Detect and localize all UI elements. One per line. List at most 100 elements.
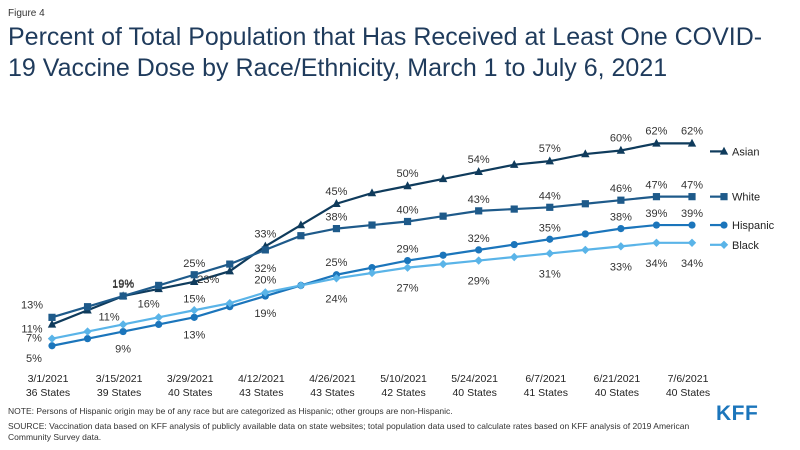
marker-hispanic-4 [190, 313, 198, 321]
data-label-black-12: 29% [468, 276, 490, 288]
marker-black-4 [190, 306, 199, 315]
data-label-white-17: 47% [645, 180, 667, 192]
marker-asian-18 [687, 138, 697, 147]
marker-white-11 [439, 212, 447, 220]
marker-asian-10 [403, 181, 412, 190]
x-tick-states-0: 36 States [26, 387, 70, 399]
data-label-white-10: 40% [397, 205, 419, 217]
marker-white-14 [546, 203, 554, 211]
marker-asian-0 [47, 319, 57, 328]
marker-black-1 [83, 327, 92, 336]
marker-asian-8 [332, 199, 341, 207]
x-tick-date-7: 6/7/2021 [525, 373, 566, 385]
data-label-white-2: 19% [112, 279, 134, 291]
data-label-white-8: 38% [325, 212, 347, 224]
marker-asian-9 [367, 188, 377, 197]
marker-white-5 [226, 260, 234, 268]
marker-white-18 [688, 193, 696, 201]
marker-asian-17 [652, 138, 661, 147]
x-tick-date-6: 5/24/2021 [451, 373, 498, 385]
data-label-asian-6: 33% [254, 228, 276, 240]
data-label-asian-17: 62% [645, 125, 667, 137]
data-label-black-3: 16% [138, 298, 160, 310]
data-label-black-17: 34% [645, 258, 667, 270]
marker-white-9 [368, 221, 376, 229]
x-tick-states-4: 43 States [310, 387, 354, 399]
x-tick-states-1: 39 States [97, 387, 141, 399]
marker-black-14 [545, 249, 554, 258]
data-label-hispanic-8: 25% [325, 257, 347, 269]
data-label-asian-16: 60% [610, 133, 632, 145]
marker-white-12 [475, 207, 483, 215]
data-label-asian-8: 45% [325, 186, 347, 198]
marker-black-12 [474, 256, 483, 265]
x-axis-labels: 3/1/2021 36 States 3/15/2021 39 States 3/29/… [26, 373, 710, 399]
marker-hispanic-18 [688, 221, 696, 229]
marker-black-3 [154, 313, 163, 322]
marker-black-18 [687, 238, 697, 247]
data-label-hispanic-16: 38% [610, 212, 632, 224]
data-label-black-14: 31% [539, 268, 561, 280]
marker-hispanic-1 [83, 335, 92, 343]
marker-black-7 [296, 281, 306, 290]
x-tick-date-1: 3/15/2021 [96, 373, 143, 385]
x-tick-date-0: 3/1/2021 [28, 373, 69, 385]
marker-white-4 [190, 271, 198, 279]
data-label-white-16: 46% [610, 183, 632, 195]
data-label-asian-0: 11% [21, 323, 42, 335]
marker-hispanic-14 [546, 235, 554, 243]
marker-white-16 [617, 196, 625, 204]
legend-label-black: Black [732, 240, 759, 252]
marker-white-13 [510, 205, 518, 213]
data-label-white-12: 43% [468, 194, 490, 206]
legend-marker-white [720, 193, 728, 201]
data-label-black-0: 7% [26, 333, 42, 345]
data-label-hispanic-12: 32% [468, 233, 490, 245]
marker-black-9 [367, 268, 377, 278]
marker-white-10 [403, 217, 412, 226]
legend-marker-black [719, 240, 729, 249]
legend-marker-asian [719, 146, 729, 155]
x-tick-date-9: 7/6/2021 [668, 373, 709, 385]
x-tick-states-7: 41 States [524, 387, 568, 399]
marker-asian-7 [296, 220, 306, 229]
marker-hispanic-12 [475, 246, 483, 254]
marker-asian-11 [438, 174, 448, 183]
data-label-asian-2: 19% [112, 278, 134, 290]
marker-white-3 [155, 281, 163, 289]
marker-black-0 [47, 334, 57, 343]
marker-black-15 [581, 245, 590, 255]
data-label-hispanic-18: 39% [681, 208, 703, 220]
source-note: SOURCE: Vaccination data based on KFF an… [8, 421, 690, 442]
marker-black-10 [403, 263, 412, 272]
x-tick-date-8: 6/21/2021 [594, 373, 641, 385]
chart-title: Percent of Total Population that Has Rec… [8, 23, 763, 82]
x-tick-states-9: 40 States [666, 387, 710, 399]
legend-marker-hispanic [720, 221, 728, 229]
data-label-white-6: 32% [254, 263, 276, 275]
marker-hispanic-15 [581, 230, 589, 238]
data-label-black-8: 24% [325, 293, 347, 305]
marker-black-2 [118, 320, 128, 329]
marker-black-5 [225, 298, 234, 308]
data-label-black-16: 33% [610, 261, 632, 273]
series-line-asian [51, 142, 692, 326]
marker-black-11 [438, 259, 448, 269]
data-label-asian-4: 23% [197, 274, 219, 286]
marker-white-1 [83, 303, 92, 311]
data-label-hispanic-2: 9% [115, 344, 131, 356]
marker-black-17 [652, 238, 661, 247]
marker-black-8 [332, 274, 341, 283]
marker-hispanic-3 [155, 320, 163, 329]
marker-asian-14 [545, 156, 554, 165]
marker-hispanic-2 [119, 327, 127, 336]
marker-hispanic-0 [48, 342, 56, 350]
marker-white-17 [652, 193, 661, 201]
data-label-hispanic-0: 5% [26, 353, 42, 365]
marker-hispanic-11 [439, 251, 447, 259]
x-tick-states-6: 40 States [452, 387, 496, 399]
x-tick-date-4: 4/26/2021 [309, 373, 356, 385]
legend-label-asian: Asian [732, 146, 760, 158]
data-label-hispanic-10: 29% [397, 244, 419, 256]
